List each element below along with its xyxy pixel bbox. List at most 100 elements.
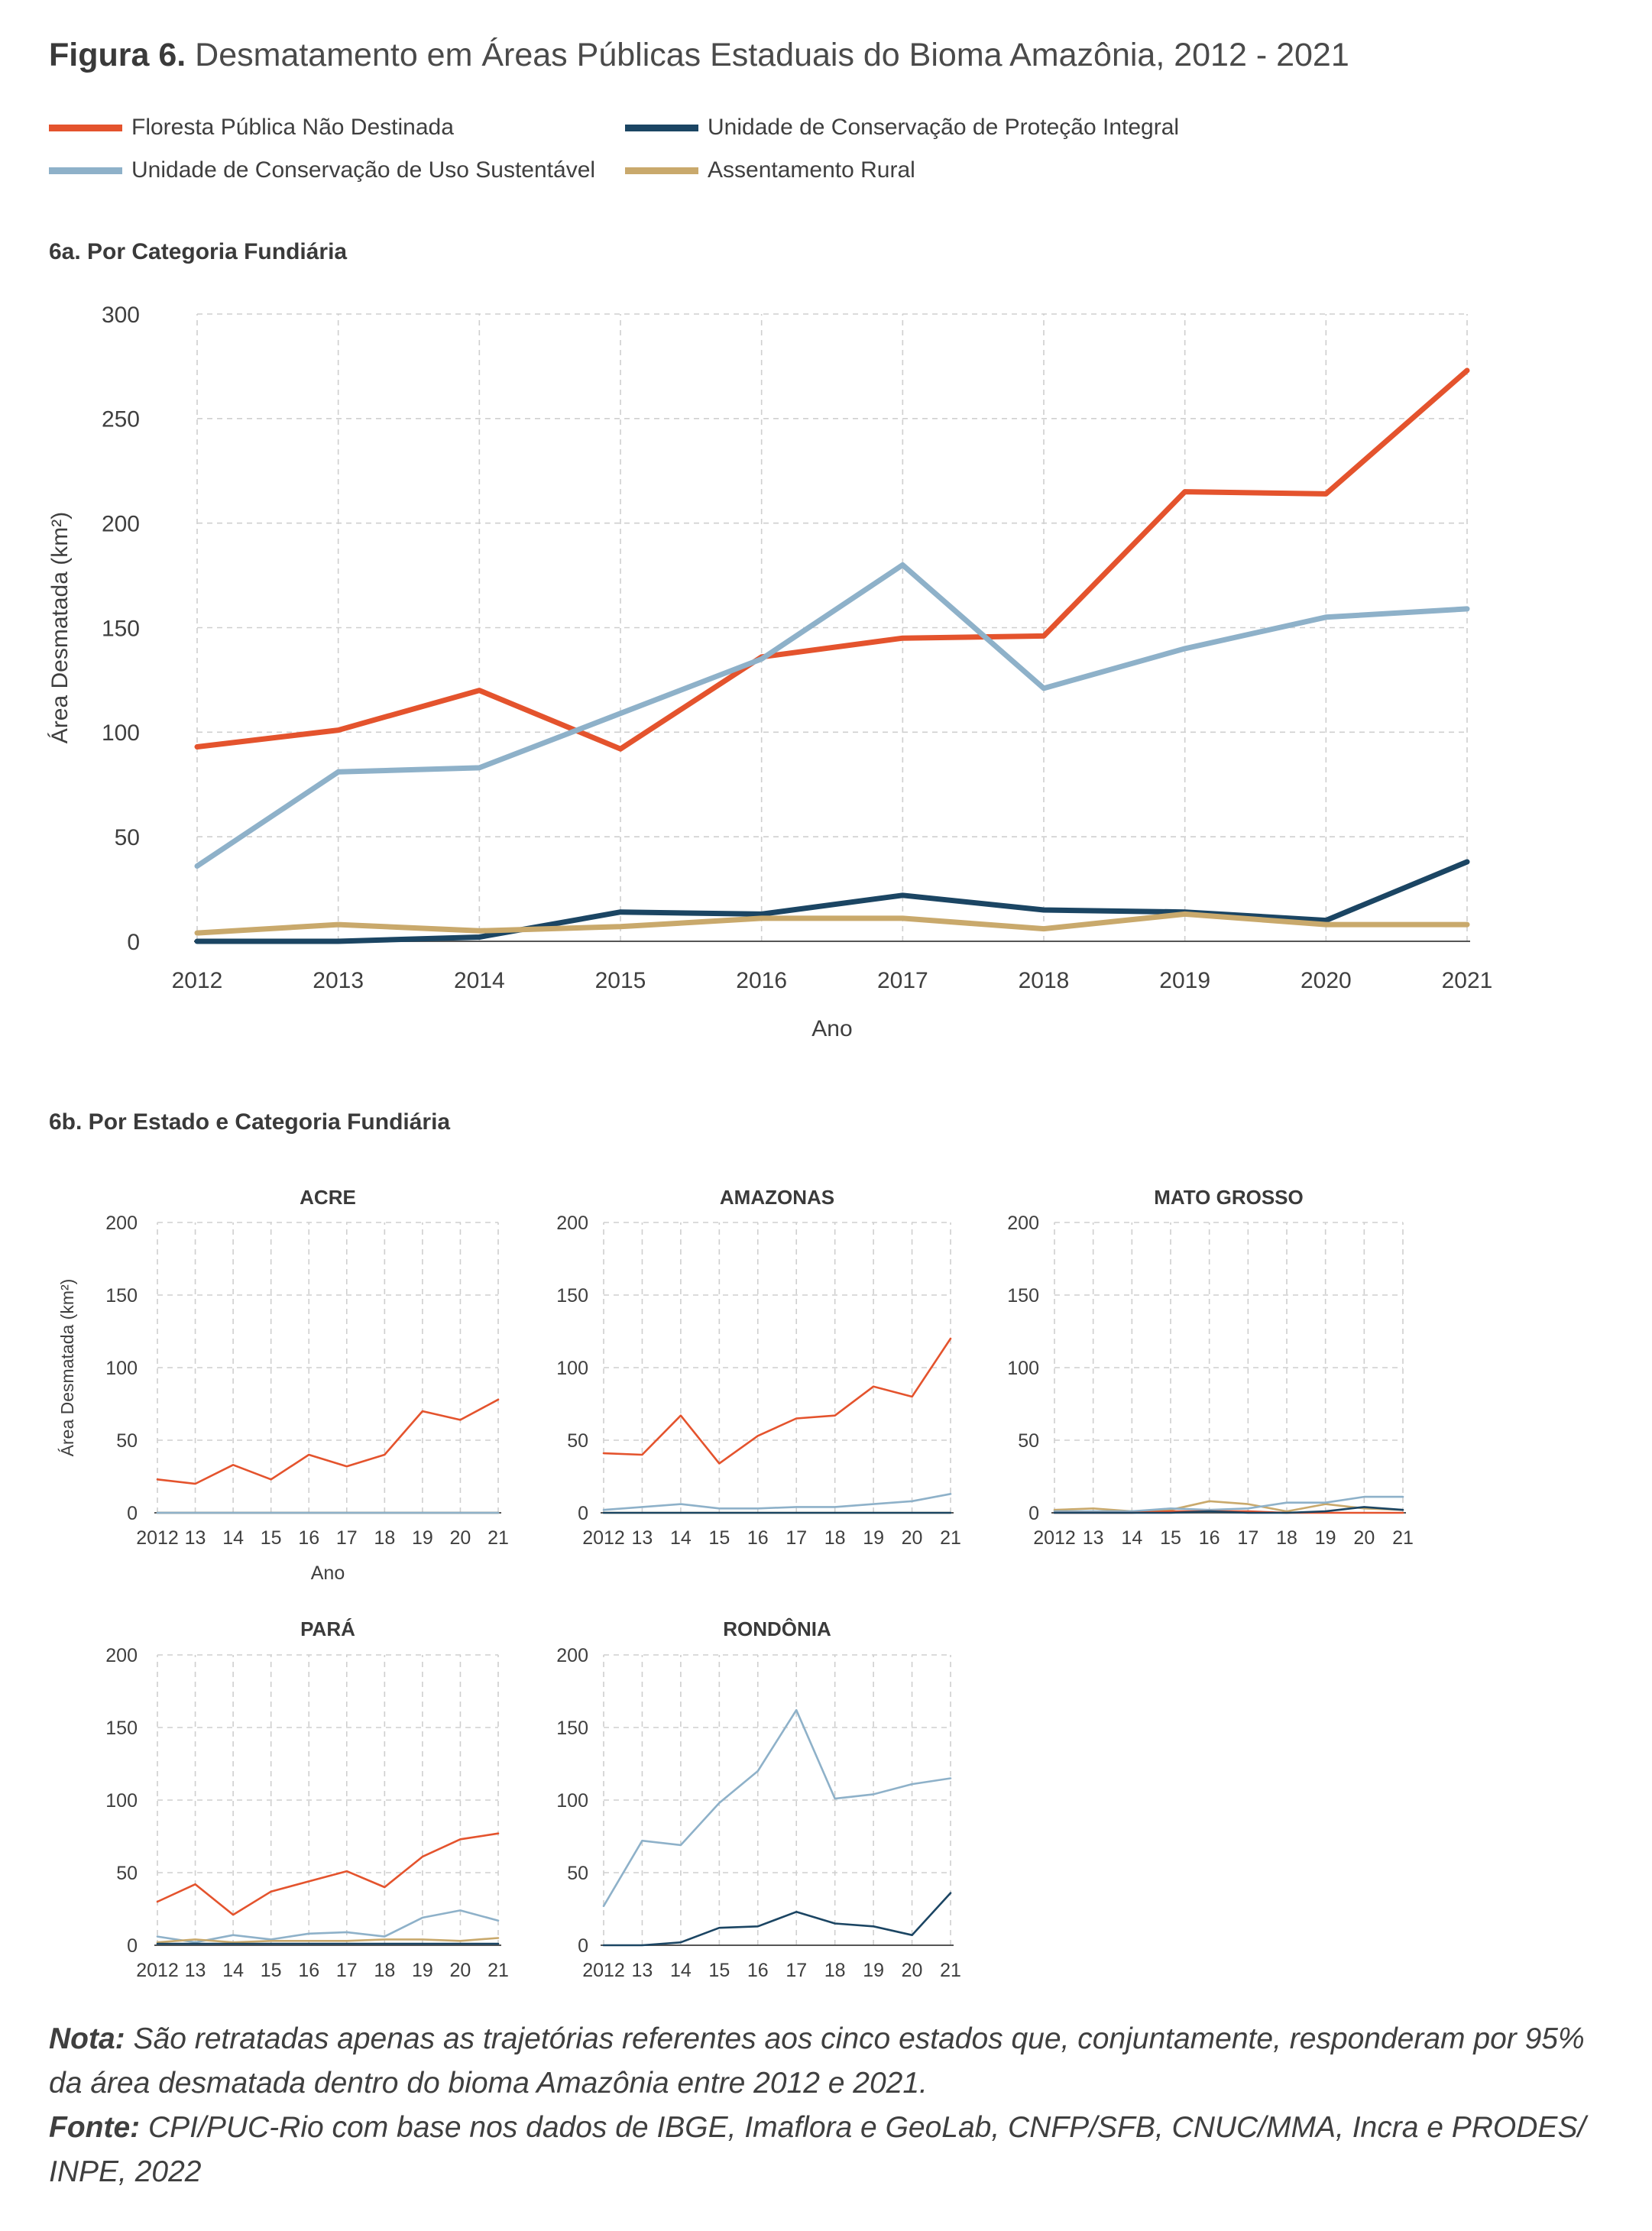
x-tick-label: 19 [863,1527,884,1549]
x-tick-label: 2016 [736,968,787,993]
nota-label: Nota: [49,2022,125,2055]
series-line-unidade-de-conservacao-de-uso-sustentavel [194,562,1470,869]
series-line-assentamento-rural [194,911,1470,936]
x-tick-label: 15 [708,1960,730,1981]
y-tick-label: 50 [567,1430,588,1452]
y-tick-label: 0 [578,1935,588,1957]
figure-label: Figura 6. [49,37,186,73]
x-tick-label: 2012 [136,1960,179,1981]
x-tick-label: 18 [374,1960,395,1981]
x-tick-label: 16 [747,1960,769,1981]
x-tick-label: 17 [336,1527,358,1549]
x-tick-label: 16 [298,1527,319,1549]
y-tick-label: 150 [105,1285,138,1307]
y-tick-label: 150 [556,1718,588,1739]
x-axis-label: Ano [811,1016,852,1041]
legend-item-protecao: Unidade de Conservação de Proteção Integ… [625,115,1179,141]
x-tick-label: 13 [1083,1527,1104,1549]
x-tick-label: 20 [450,1527,471,1549]
y-tick-label: 150 [556,1285,588,1307]
x-tick-label: 2019 [1159,968,1210,993]
y-tick-label: 150 [1007,1285,1039,1307]
x-tick-label: 15 [708,1527,730,1549]
x-tick-label: 14 [670,1527,692,1549]
legend-swatch-floresta [49,124,122,131]
x-tick-label: 20 [450,1960,471,1981]
x-tick-label: 13 [185,1960,206,1981]
note-block: Nota: São retratadas apenas as trajetóri… [49,2017,1623,2194]
y-tick-label: 150 [102,616,140,641]
series-line-unidade-de-conservacao-de-protecao-integral [194,859,1470,944]
x-tick-label: 19 [1315,1527,1336,1549]
x-tick-label: 15 [261,1527,282,1549]
x-tick-label: 14 [670,1960,692,1981]
series-line-floresta-publica-nao-destinada [194,368,1470,752]
x-tick-label: 13 [632,1960,653,1981]
series-line-unidade-de-conservacao-de-protecao-integral [602,1892,952,1947]
y-tick-label: 50 [115,825,140,850]
x-tick-label: 2015 [595,968,646,993]
x-tick-label: 13 [185,1527,206,1549]
x-tick-label: 18 [824,1960,846,1981]
nota-text: São retratadas apenas as trajetórias ref… [49,2022,1585,2100]
x-tick-label: 19 [412,1527,433,1549]
y-tick-label: 200 [556,1213,588,1234]
x-tick-label: 14 [222,1527,244,1549]
x-tick-label: 14 [222,1960,244,1981]
chart-title: ACRE [300,1186,356,1209]
figure-title-text: Desmatamento em Áreas Públicas Estaduais… [195,37,1349,73]
series-line-unidade-de-conservacao-de-protecao-integral [1053,1506,1404,1514]
fonte-label: Fonte: [49,2111,141,2144]
y-tick-label: 100 [105,1358,138,1379]
chart-para: 0 50 100 150 200 2012 13 14 15 16 17 18 19 20 21 PARÁ [105,1617,509,1981]
x-tick-label: 20 [902,1527,923,1549]
series-line-floresta-publica-nao-destinada [156,1832,500,1916]
y-tick-label: 50 [567,1863,588,1884]
x-axis-label: Ano [311,1562,345,1584]
x-tick-label: 2013 [313,968,364,993]
series-line-floresta-publica-nao-destinada [602,1337,952,1465]
y-tick-label: 300 [102,303,140,328]
x-tick-label: 2021 [1442,968,1493,993]
x-tick-label: 21 [488,1960,509,1981]
x-tick-label: 2018 [1019,968,1070,993]
series-line-assentamento-rural [1053,1500,1404,1513]
x-tick-label: 17 [786,1960,807,1981]
series-line-unidade-de-conservacao-de-uso-sustentavel [602,1708,952,1907]
y-tick-label: 100 [1007,1358,1039,1379]
x-tick-label: 13 [632,1527,653,1549]
x-tick-label: 16 [1199,1527,1220,1549]
x-tick-label: 19 [863,1960,884,1981]
x-tick-label: 15 [1160,1527,1181,1549]
x-tick-label: 20 [902,1960,923,1981]
legend-label-protecao: Unidade de Conservação de Proteção Integ… [708,115,1180,140]
y-tick-label: 200 [105,1645,138,1666]
x-tick-label: 21 [940,1527,961,1549]
x-tick-label: 2012 [136,1527,179,1549]
x-tick-label: 21 [488,1527,509,1549]
y-tick-label: 200 [102,511,140,536]
x-tick-label: 19 [412,1960,433,1981]
chart-title: AMAZONAS [720,1186,834,1209]
chart-amazonas: 0 50 100 150 200 2012 13 14 15 16 17 18 19 20 21 AMAZON… [556,1186,961,1549]
y-tick-label: 150 [105,1718,138,1739]
legend-swatch-protecao [625,124,698,131]
series-line-floresta-publica-nao-destinada [156,1398,500,1485]
x-tick-label: 18 [1276,1527,1297,1549]
x-tick-label: 15 [261,1960,282,1981]
chart-title: PARÁ [300,1617,355,1640]
y-tick-label: 100 [556,1358,588,1379]
x-tick-label: 21 [1392,1527,1414,1549]
y-tick-label: 200 [556,1645,588,1666]
y-tick-label: 50 [1018,1430,1039,1452]
chart-title: RONDÔNIA [723,1617,831,1640]
y-tick-label: 200 [1007,1213,1039,1234]
chart-main: 0 50 100 150 200 250 300 2012 2013 2014 2015 2016 20… [47,303,1492,1041]
source-line: Fonte: CPI/PUC-Rio com base nos dados de… [49,2106,1623,2194]
y-tick-label: 50 [116,1430,138,1452]
x-tick-label: 17 [786,1527,807,1549]
x-tick-label: 2020 [1301,968,1352,993]
y-tick-label: 100 [102,720,140,746]
x-tick-label: 17 [336,1960,358,1981]
